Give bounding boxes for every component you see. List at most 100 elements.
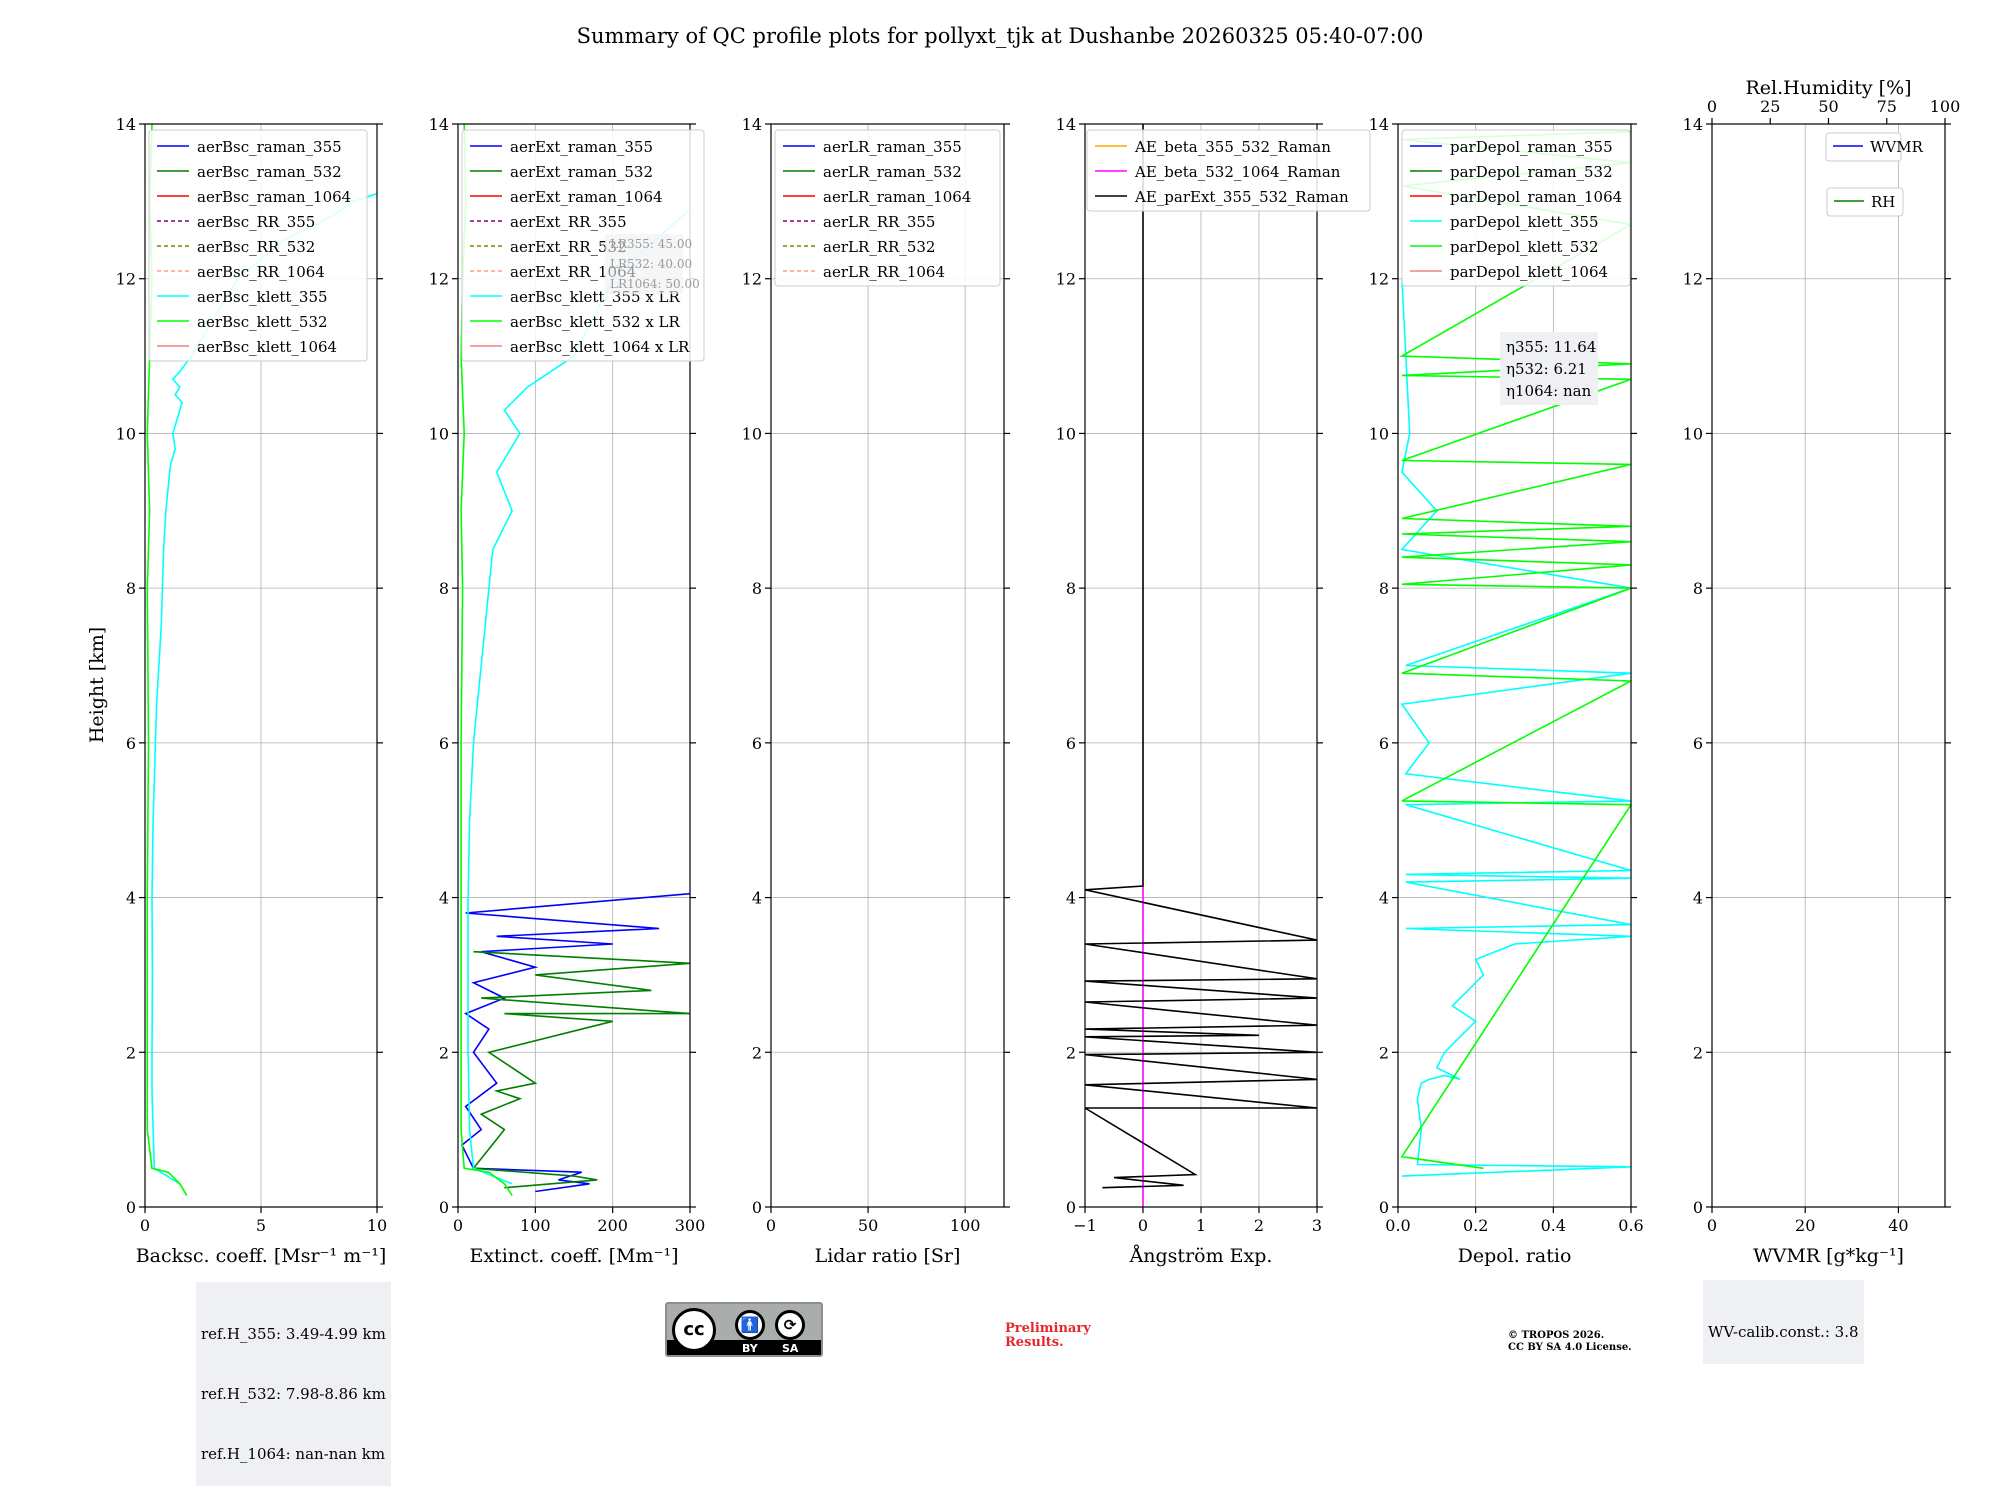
legend-label: parDepol_raman_1064 xyxy=(1450,188,1622,206)
by-person-icon: 🚹 xyxy=(735,1310,765,1340)
figure-canvas: Summary of QC profile plots for pollyxt_… xyxy=(86,24,1961,1267)
prelim-line2: Results. xyxy=(1005,1335,1064,1350)
y-tick-label: 4 xyxy=(439,889,449,908)
y-tick-label: 0 xyxy=(1066,1198,1076,1217)
y-tick-label: 6 xyxy=(1693,734,1703,753)
legend-label: WVMR xyxy=(1870,138,1924,156)
y-tick-label: 12 xyxy=(1369,270,1389,289)
legend-label: parDepol_klett_1064 xyxy=(1450,263,1608,281)
x-tick-label: 100 xyxy=(950,1216,981,1235)
legend: aerBsc_raman_355 aerBsc_raman_532 aerBsc_r… xyxy=(148,129,368,362)
y-tick-label: 8 xyxy=(126,579,136,598)
legend-label: aerLR_RR_355 xyxy=(823,213,935,231)
panel-depol: 0 2 4 6 8 10 12 14 0.0 0.2 0.4 0.6 Depol. ratio parDe… xyxy=(1369,115,1644,1267)
x-top-tick-label: 0 xyxy=(1707,97,1717,116)
eta-box-line: η1064: nan xyxy=(1506,382,1592,400)
x-tick-label: 0.0 xyxy=(1385,1216,1410,1235)
legend-entry-WVMR: WVMR xyxy=(1825,132,1924,162)
series-line-parDepol_klett_355 xyxy=(1400,278,1631,1177)
x-axis-label: Extinct. coeff. [Mm⁻¹] xyxy=(469,1245,678,1267)
lr-box-line: LR355: 45.00 xyxy=(610,237,692,251)
y-tick-label: 8 xyxy=(752,579,762,598)
x-axis-label: Lidar ratio [Sr] xyxy=(815,1245,961,1267)
legend-label: RH xyxy=(1871,193,1895,211)
legend-label: aerBsc_raman_532 xyxy=(197,163,342,181)
y-tick-label: 0 xyxy=(439,1198,449,1217)
y-tick-label: 6 xyxy=(1379,734,1389,753)
preliminary-note: Preliminary Results. xyxy=(1005,1322,1091,1350)
x-top-tick-label: 50 xyxy=(1818,97,1838,116)
y-tick-label: 2 xyxy=(1066,1043,1076,1062)
x-tick-label: 0 xyxy=(453,1216,463,1235)
y-tick-label: 8 xyxy=(1379,579,1389,598)
y-tick-label: 8 xyxy=(1693,579,1703,598)
y-tick-label: 14 xyxy=(1056,115,1076,134)
ref-height-532: ref.H_532: 7.98-8.86 km xyxy=(201,1385,386,1403)
x-top-tick-label: 75 xyxy=(1877,97,1897,116)
x-tick-label: 50 xyxy=(858,1216,878,1235)
x-tick-label: 100 xyxy=(520,1216,551,1235)
legend: AE_beta_355_532_Raman AE_beta_532_1064_Ra… xyxy=(1086,129,1371,212)
eta-box-line: η532: 6.21 xyxy=(1506,360,1587,378)
x-tick-label: 0 xyxy=(1138,1216,1148,1235)
legend-box xyxy=(1825,132,1902,162)
legend-entry-RH: RH xyxy=(1826,187,1904,217)
y-tick-label: 12 xyxy=(742,270,762,289)
x-tick-label: 0.2 xyxy=(1463,1216,1488,1235)
legend-label: aerLR_raman_1064 xyxy=(823,188,971,206)
legend-label: parDepol_klett_355 xyxy=(1450,213,1599,231)
legend-box xyxy=(774,129,1001,287)
legend-label: aerBsc_raman_1064 xyxy=(197,188,351,206)
eta-values-box: η355: 11.64 η532: 6.21 η1064: nan xyxy=(1500,332,1598,405)
y-tick-label: 14 xyxy=(1683,115,1703,134)
y-tick-label: 14 xyxy=(116,115,136,134)
y-tick-label: 12 xyxy=(1056,270,1076,289)
y-tick-label: 14 xyxy=(742,115,762,134)
legend-label: aerBsc_klett_532 x LR xyxy=(510,313,681,331)
x-tick-label: 40 xyxy=(1888,1216,1908,1235)
series-line-aerExt_raman_532 xyxy=(471,950,690,1189)
lr-box-bg xyxy=(605,234,683,294)
y-tick-label: 4 xyxy=(752,889,762,908)
x-tick-label: 300 xyxy=(675,1216,706,1235)
legend-label: parDepol_raman_355 xyxy=(1450,138,1613,156)
x-tick-label: 200 xyxy=(597,1216,628,1235)
y-tick-label: 6 xyxy=(439,734,449,753)
x-top-tick-label: 100 xyxy=(1930,97,1961,116)
legend-box xyxy=(148,129,368,362)
legend-label: aerExt_RR_532 xyxy=(510,238,627,256)
plot-frame xyxy=(1397,123,1632,1208)
y-tick-label: 6 xyxy=(1066,734,1076,753)
x-tick-label: 5 xyxy=(256,1216,266,1235)
legend-box xyxy=(461,129,705,362)
y-tick-label: 4 xyxy=(126,889,136,908)
y-tick-label: 2 xyxy=(1693,1043,1703,1062)
y-tick-label: 6 xyxy=(752,734,762,753)
legend-label: aerExt_RR_355 xyxy=(510,213,627,231)
y-tick-label: 2 xyxy=(752,1043,762,1062)
x-top-axis-label: Rel.Humidity [%] xyxy=(1745,77,1911,99)
y-tick-label: 4 xyxy=(1379,889,1389,908)
legend-label: parDepol_klett_532 xyxy=(1450,238,1599,256)
legend-label: aerExt_raman_532 xyxy=(510,163,653,181)
plot-frame xyxy=(457,123,691,1208)
panel-backscatter: 0 2 4 6 8 10 12 14 0 5 10 Backsc. coeff. [Msr⁻¹ m⁻¹… xyxy=(116,115,388,1267)
x-tick-label: 0 xyxy=(140,1216,150,1235)
x-axis-label: Depol. ratio xyxy=(1458,1245,1572,1267)
x-axis-label: Backsc. coeff. [Msr⁻¹ m⁻¹] xyxy=(136,1245,387,1267)
lr-box-line: LR532: 40.00 xyxy=(610,257,692,271)
x-tick-label: 0.4 xyxy=(1541,1216,1566,1235)
x-tick-label: 1 xyxy=(1196,1216,1206,1235)
y-tick-label: 8 xyxy=(439,579,449,598)
badge-sa-label: SA xyxy=(782,1342,799,1355)
legend-label: AE_beta_532_1064_Raman xyxy=(1134,163,1341,181)
y-tick-label: 10 xyxy=(1056,424,1076,443)
legend-label: aerExt_raman_1064 xyxy=(510,188,663,206)
x-top-tick-label: 25 xyxy=(1760,97,1780,116)
legend-label: aerBsc_klett_1064 xyxy=(197,338,337,356)
legend-label: aerLR_RR_1064 xyxy=(823,263,945,281)
x-axis-label: WVMR [g*kg⁻¹] xyxy=(1753,1245,1904,1267)
x-axis-label: Ångström Exp. xyxy=(1129,1245,1273,1267)
